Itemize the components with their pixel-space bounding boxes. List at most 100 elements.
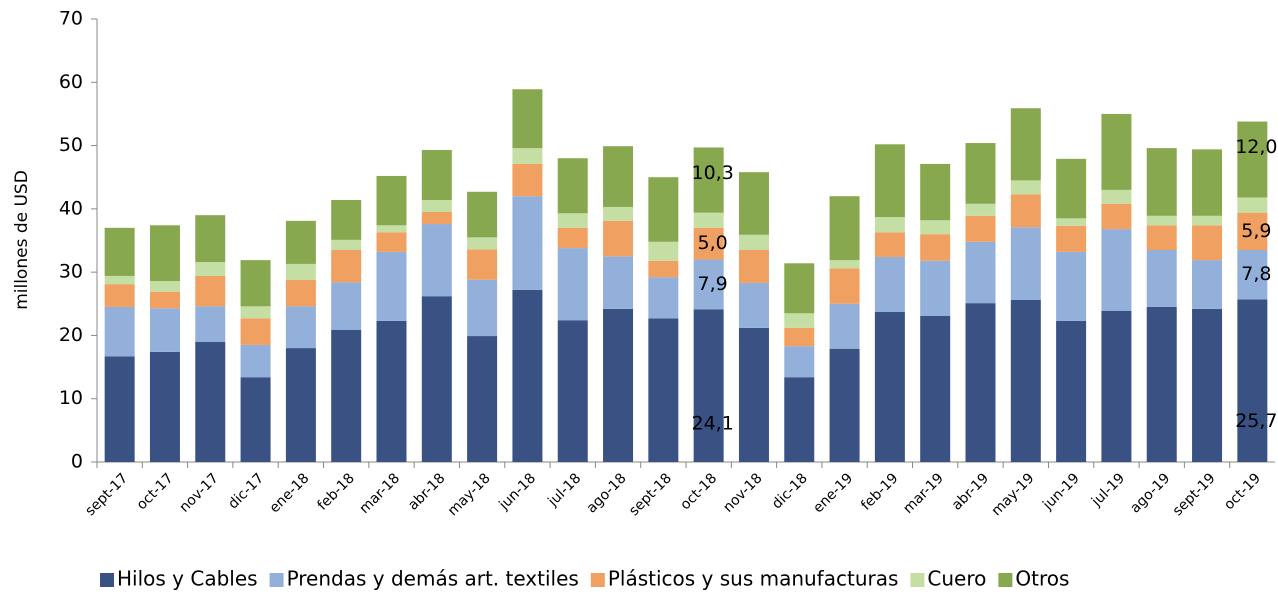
bar-segment bbox=[1192, 225, 1223, 261]
bar-segment bbox=[376, 251, 407, 321]
bar-segment bbox=[920, 220, 951, 235]
bar-segment bbox=[1010, 108, 1041, 181]
x-tick-label: abr-18 bbox=[405, 470, 448, 513]
bar-segment bbox=[738, 327, 769, 462]
bar-segment bbox=[1101, 310, 1132, 462]
bar-segment bbox=[421, 199, 452, 213]
bar-segment bbox=[376, 320, 407, 462]
y-tick-label: 70 bbox=[59, 8, 83, 30]
legend-label: Plásticos y sus manufacturas bbox=[608, 567, 899, 591]
y-tick-label: 60 bbox=[59, 71, 83, 93]
data-label: 7,9 bbox=[698, 273, 728, 295]
y-tick-label: 0 bbox=[71, 451, 83, 473]
data-label: 12,0 bbox=[1235, 136, 1277, 158]
bar-segment bbox=[557, 158, 588, 214]
bar-segment bbox=[1146, 215, 1177, 226]
x-tick-label: dic-18 bbox=[769, 470, 811, 512]
bar-segment bbox=[784, 377, 815, 462]
x-tick-label: may-18 bbox=[445, 470, 494, 519]
bar-segment bbox=[874, 217, 905, 233]
x-tick-label: nov-17 bbox=[177, 470, 222, 515]
y-tick-label: 50 bbox=[59, 134, 83, 156]
bar-segment bbox=[512, 289, 543, 462]
bar-segment bbox=[195, 306, 226, 342]
bar-segment bbox=[149, 308, 180, 352]
bar-segment bbox=[421, 224, 452, 297]
bar-segment bbox=[1237, 212, 1268, 250]
bar-segment bbox=[874, 232, 905, 257]
bar-segment bbox=[1192, 149, 1223, 216]
legend-label: Otros bbox=[1015, 567, 1069, 591]
x-tick-label: may-19 bbox=[989, 470, 1038, 519]
bar-segment bbox=[920, 234, 951, 261]
y-tick-label: 30 bbox=[59, 261, 83, 283]
bar-segment bbox=[467, 336, 498, 462]
bar-segment bbox=[1056, 225, 1087, 252]
x-tick-label: feb-18 bbox=[315, 470, 358, 513]
x-tick-label: ene-19 bbox=[810, 470, 856, 516]
data-label: 10,3 bbox=[691, 162, 733, 184]
bar-segment bbox=[603, 308, 634, 462]
bar-segment bbox=[1146, 225, 1177, 250]
bar-segment bbox=[1192, 308, 1223, 462]
bar-segment bbox=[1237, 299, 1268, 462]
bar-segment bbox=[240, 344, 271, 378]
bar-segment bbox=[285, 220, 316, 264]
bar-segment bbox=[149, 291, 180, 309]
bar-segment bbox=[1192, 215, 1223, 226]
bar-segment bbox=[1237, 197, 1268, 213]
legend-label: Prendas y demás art. textiles bbox=[287, 567, 579, 591]
bar-segment bbox=[557, 227, 588, 249]
bar-segment bbox=[195, 275, 226, 307]
bar-segment bbox=[1010, 194, 1041, 228]
bar-segment bbox=[104, 284, 135, 307]
bar-segment bbox=[829, 303, 860, 349]
bar-segment bbox=[285, 348, 316, 462]
bar-segment bbox=[1010, 227, 1041, 300]
bar-segment bbox=[965, 215, 996, 242]
bar-segment bbox=[603, 220, 634, 257]
legend-swatch bbox=[100, 573, 114, 587]
bar-segment bbox=[1101, 113, 1132, 190]
bar-segment bbox=[920, 315, 951, 462]
bar-segment bbox=[693, 212, 724, 228]
bar-segment bbox=[648, 260, 679, 278]
x-tick-label: sept-17 bbox=[82, 470, 131, 519]
legend-label: Cuero bbox=[927, 567, 986, 591]
x-tick-label: feb-19 bbox=[858, 470, 901, 513]
x-tick-label: abr-19 bbox=[949, 470, 992, 513]
data-label: 5,9 bbox=[1241, 220, 1271, 242]
y-tick-label: 20 bbox=[59, 324, 83, 346]
bar-segment bbox=[965, 143, 996, 204]
bar-segment bbox=[693, 147, 724, 213]
bar-segment bbox=[240, 260, 271, 307]
bar-segment bbox=[1237, 121, 1268, 198]
bar-segment bbox=[331, 239, 362, 250]
x-tick-label: jul-19 bbox=[1088, 470, 1128, 510]
bar-segment bbox=[738, 249, 769, 283]
data-label: 7,8 bbox=[1241, 263, 1271, 285]
bar-segment bbox=[240, 318, 271, 345]
bar-segment bbox=[648, 177, 679, 242]
bar-segment bbox=[557, 320, 588, 462]
bar-segment bbox=[1101, 229, 1132, 311]
bar-segment bbox=[467, 237, 498, 250]
bar-segment bbox=[738, 282, 769, 328]
bar-segment bbox=[829, 196, 860, 261]
x-tick-label: jun-18 bbox=[496, 470, 539, 513]
bar-segment bbox=[285, 263, 316, 280]
bar-segment bbox=[512, 196, 543, 290]
bar-segment bbox=[240, 306, 271, 319]
y-tick-label: 10 bbox=[59, 387, 83, 409]
bar-segment bbox=[331, 282, 362, 330]
bar-segment bbox=[693, 227, 724, 260]
bar-segment bbox=[648, 277, 679, 319]
bar-segment bbox=[829, 260, 860, 269]
bar-segment bbox=[1056, 158, 1087, 219]
bar-segment bbox=[331, 249, 362, 283]
bar-segment bbox=[195, 262, 226, 276]
bar-segment bbox=[285, 306, 316, 349]
x-tick-label: nov-18 bbox=[720, 470, 765, 515]
x-tick-label: ago-18 bbox=[584, 470, 630, 516]
